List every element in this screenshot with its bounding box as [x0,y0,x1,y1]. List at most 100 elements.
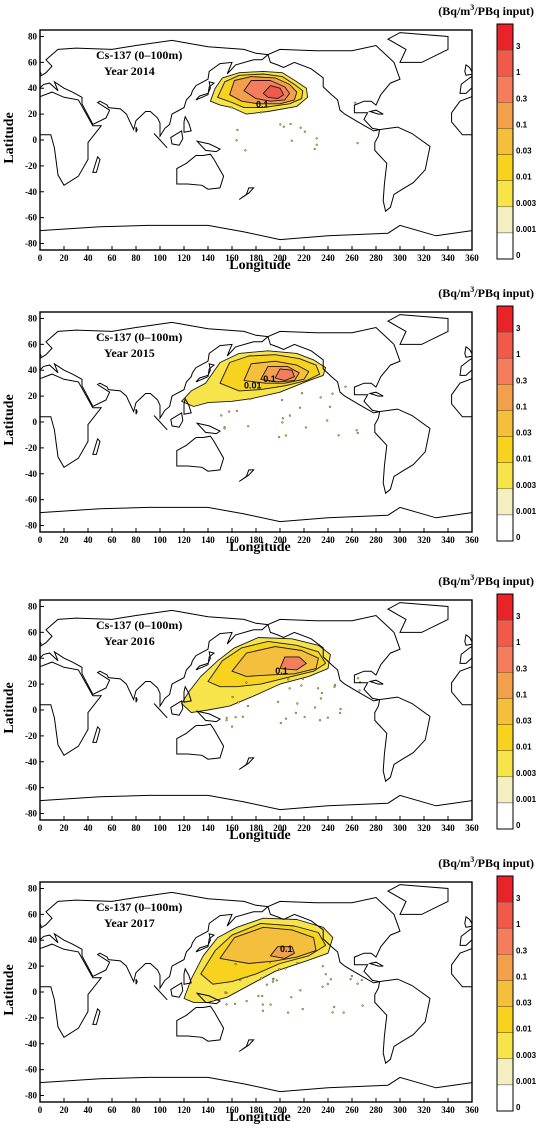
x-tick-label: 0 [38,823,43,833]
colorbar-swatch [496,927,514,955]
plume-speck [319,396,322,399]
land-madagascar [92,725,101,743]
plume-speck [265,983,268,986]
x-tick-label: 40 [84,1105,94,1115]
land-cuba [368,679,384,685]
plume-speck [225,719,228,722]
colorbar-label: 0.3 [516,946,528,955]
land-africa [40,661,103,757]
land-africa [40,373,103,469]
panel-title: Cs-137 (0–100m) Year 2015 [96,329,182,361]
land-cuba [368,391,384,397]
plume-speck [271,980,274,983]
plume-speck [275,979,278,982]
land-australia [176,435,225,472]
x-tick-label: 100 [153,823,167,833]
plume-speck [354,101,357,104]
y-tick-label: -80 [25,1091,37,1101]
contour-level-4 [274,368,295,382]
contour-label: 0.1 [256,100,269,110]
colorbar-swatch [496,180,514,208]
x-tick-label: 140 [201,535,215,545]
x-tick-label: 180 [249,823,263,833]
plume-speck [350,974,354,978]
plume-speck [321,965,324,968]
x-axis-label: Longitude [229,828,291,843]
plume-speck [356,982,359,985]
plume-speck [287,1011,290,1014]
x-tick-label: 140 [201,1105,215,1115]
x-tick-label: 260 [345,1105,359,1115]
map-panel-2016: 0 20 40 60 80 100 120 140 160 180 200 220 240 260 280 3… [0,570,540,852]
colorbar-swatch [496,954,514,981]
x-tick-label: 340 [441,1105,455,1115]
plume-speck [284,434,287,437]
land-antarctica [40,1076,472,1102]
x-tick-label: 180 [249,253,263,263]
land-uk-wrap [464,346,472,358]
plume-speck [326,419,329,422]
map-plot: 0 20 40 60 80 100 120 140 160 180 200 220 240 260 280 3… [25,875,537,1115]
land-europe-asia [40,609,270,708]
land-antarctica [40,224,472,250]
plume-speck [231,695,234,699]
y-axis-label: Latitude [2,394,17,446]
land-greenland [386,884,449,915]
land-japan [195,81,216,101]
land-antarctica [40,506,472,532]
land-australia [176,723,225,760]
land-uk-wrap [464,64,472,76]
x-tick-label: 300 [393,1105,407,1115]
plume-speck [284,717,288,720]
x-tick-label: 100 [153,535,167,545]
colorbar-label: 0.01 [516,173,532,182]
y-tick-label: 80 [28,313,38,323]
x-tick-label: 320 [417,535,431,545]
y-tick-label: 40 [28,365,38,375]
x-tick-label: 140 [201,823,215,833]
plume-speck [299,989,302,992]
x-tick-label: 40 [84,535,94,545]
plume-speck [235,139,238,142]
x-tick-label: 140 [201,253,215,263]
land-sumatra [153,415,168,431]
x-tick-label: 60 [108,1105,118,1115]
y-tick-label: 60 [28,627,38,637]
colorbar-swatch [496,875,514,903]
x-axis-label: Longitude [229,1110,291,1125]
plume-speck [279,123,282,126]
plume-speck [257,994,260,998]
y-tick-label: 0 [33,417,38,427]
land-north-america [267,326,401,414]
x-tick-label: 360 [465,535,479,545]
plume-speck [261,1009,265,1012]
y-tick-label: 40 [28,653,38,663]
colorbar-swatch [496,384,514,411]
land-philippines [183,397,192,415]
x-tick-label: 0 [38,253,43,263]
x-tick-label: 240 [321,253,335,263]
x-tick-label: 160 [225,253,239,263]
x-tick-label: 320 [417,1105,431,1115]
plume-speck [223,426,226,429]
plume-speck [245,681,248,684]
plume-speck [356,431,359,435]
plume-speck [331,392,334,395]
plume-speck [276,700,280,703]
x-tick-label: 20 [60,823,70,833]
land-sumatra [153,985,168,1001]
x-tick-label: 100 [153,253,167,263]
colorbar-label: 0.003 [516,199,537,208]
colorbar-swatch [496,305,514,333]
plume-speck [304,426,308,429]
y-tick-label: -80 [25,809,37,819]
plume-speck [231,725,234,728]
colorbar-swatch [496,102,514,129]
colorbar-swatch [496,980,514,1007]
colorbar-label: 0.3 [516,376,528,385]
x-tick-label: 260 [345,823,359,833]
colorbar-label: 1 [516,350,521,359]
land-japan [195,363,216,383]
colorbar-swatch [496,232,514,260]
colorbar-label: 0.001 [516,795,537,804]
